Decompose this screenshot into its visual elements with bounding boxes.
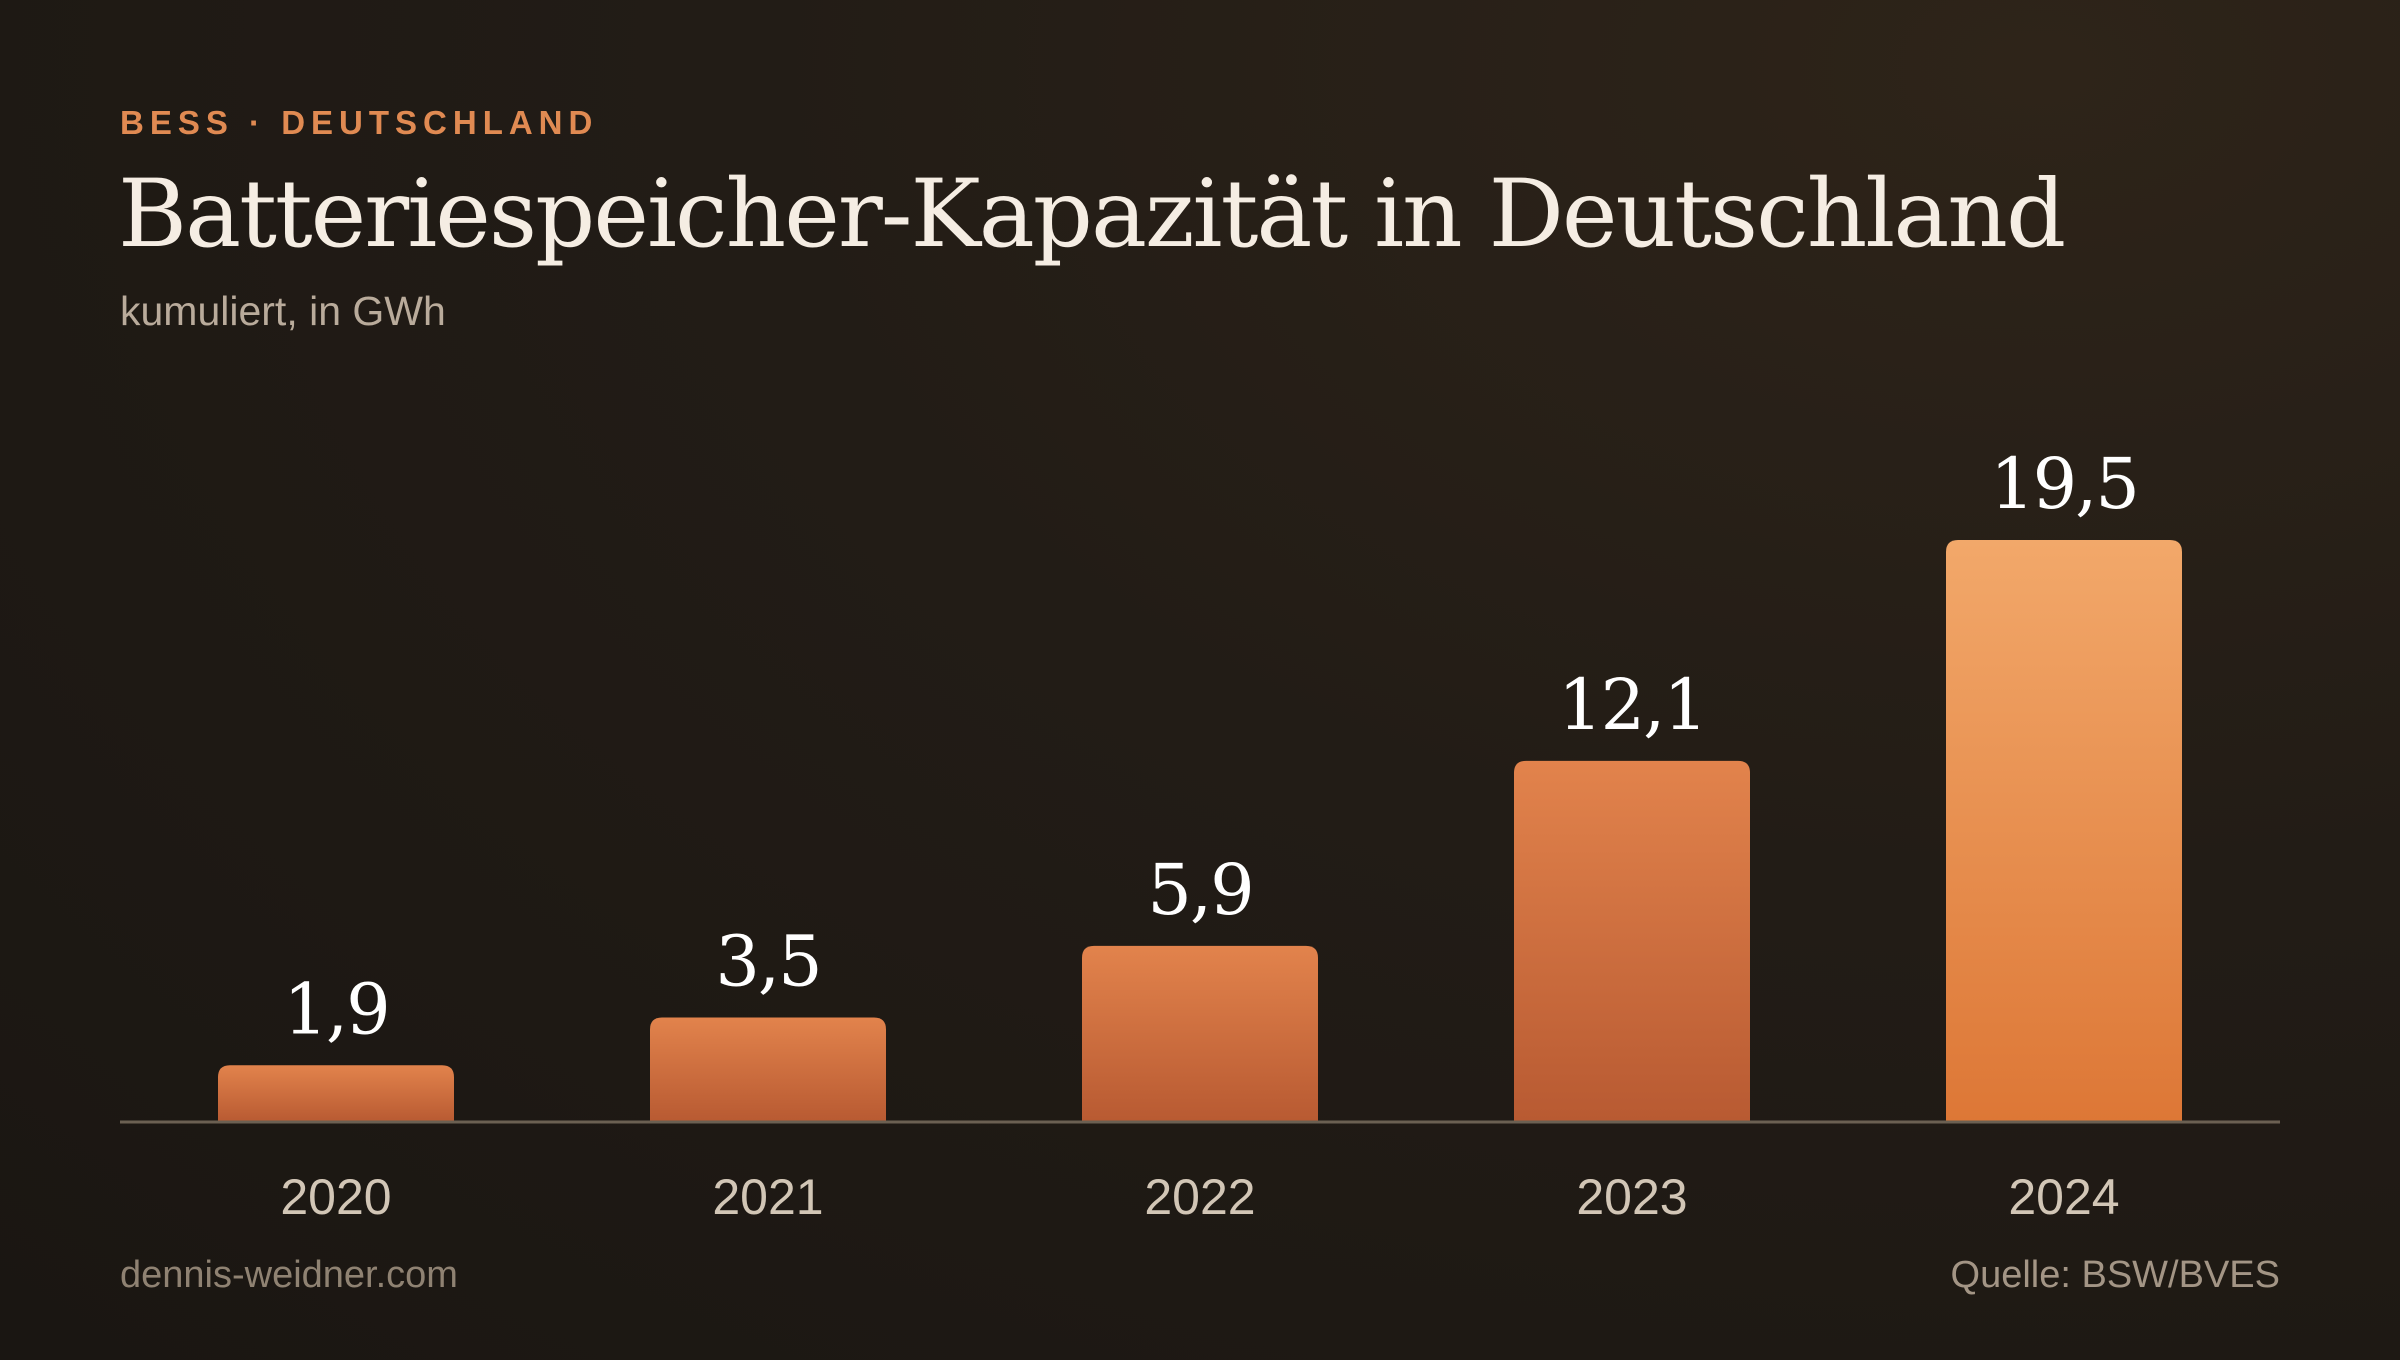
bar-2023 (1514, 760, 1750, 1122)
category-label-2023: 2023 (1576, 1169, 1687, 1225)
bar-2021 (650, 1017, 886, 1122)
value-label-2021: 3,5 (715, 921, 820, 1003)
value-label-2022: 5,9 (1147, 849, 1252, 931)
value-label-2024: 19,5 (1990, 443, 2138, 525)
category-label-2021: 2021 (712, 1169, 823, 1225)
value-label-2020: 1,9 (283, 968, 388, 1050)
category-label-2022: 2022 (1144, 1169, 1255, 1225)
category-label-group: 2020 2021 2022 2023 2024 (280, 1169, 2119, 1225)
footer-site: dennis-weidner.com (120, 1254, 458, 1296)
chart-eyebrow: BESS · DEUTSCHLAND (120, 104, 599, 141)
chart-title: Batteriespeicher-Kapazität in Deutschlan… (118, 160, 2066, 269)
footer-source: Quelle: BSW/BVES (1950, 1254, 2280, 1296)
value-label-group: 1,9 3,5 5,9 12,1 19,5 (283, 443, 2140, 1050)
chart-subtitle: kumuliert, in GWh (120, 288, 446, 334)
bar-group (218, 540, 2182, 1122)
bar-2024 (1946, 540, 2182, 1122)
category-label-2020: 2020 (280, 1169, 391, 1225)
bar-2022 (1082, 945, 1318, 1122)
bar-2020 (218, 1065, 454, 1122)
category-label-2024: 2024 (2008, 1169, 2119, 1225)
value-label-2023: 12,1 (1558, 664, 1706, 746)
